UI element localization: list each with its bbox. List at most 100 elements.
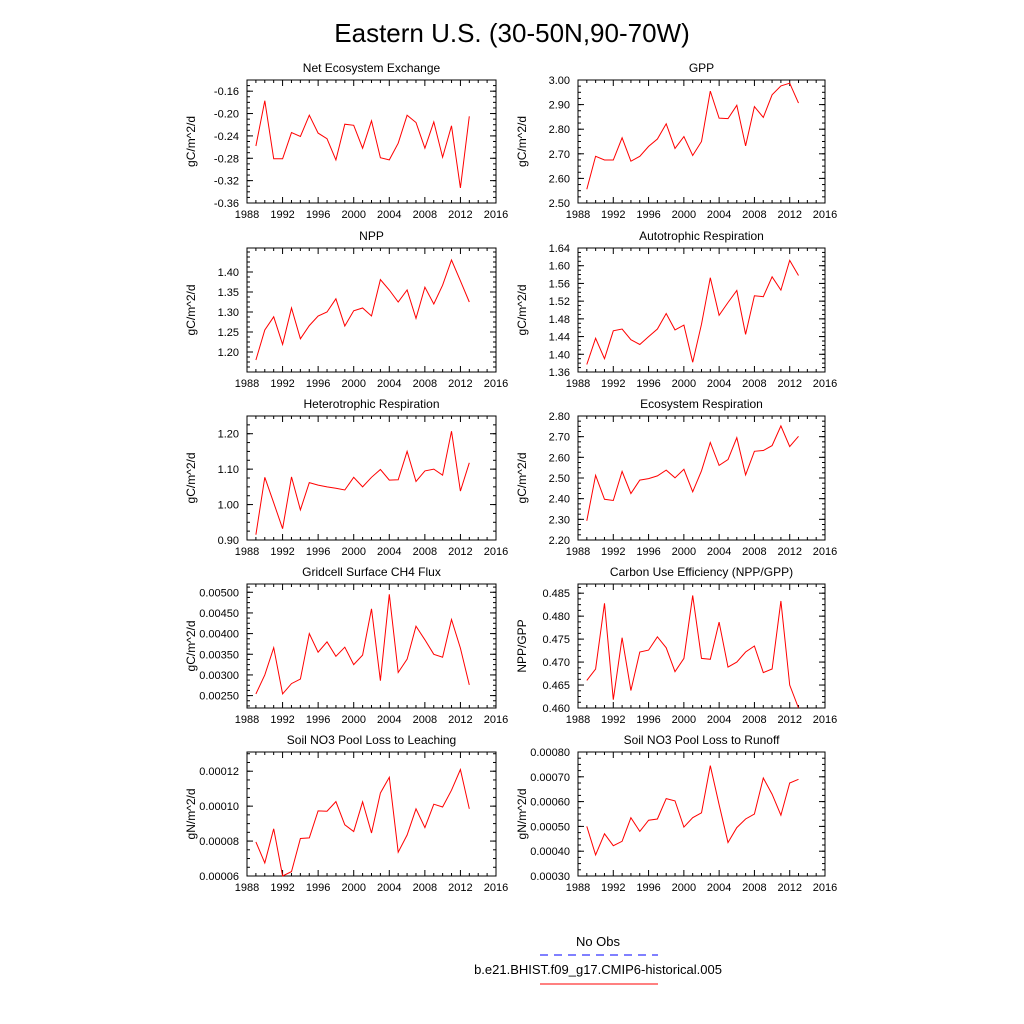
- x-tick-label: 1992: [270, 378, 294, 390]
- y-tick-label: 2.80: [549, 124, 570, 136]
- x-tick-label: 1988: [235, 714, 259, 726]
- x-tick-label: 2004: [377, 546, 401, 558]
- x-tick-label: 1988: [566, 882, 590, 894]
- x-tick-label: 2004: [707, 378, 731, 390]
- chart-panel: Ecosystem Respiration 1988 1992 1996 2000 200…: [515, 397, 837, 558]
- y-tick-label: 1.40: [549, 349, 570, 361]
- plot-frame: [246, 247, 497, 373]
- panel-title: GPP: [689, 61, 714, 75]
- series-line: [586, 259, 799, 365]
- x-tick-label: 2016: [484, 546, 508, 558]
- series-line: [255, 767, 470, 877]
- y-tick-label: 1.00: [218, 500, 239, 512]
- x-tick-label: 2008: [413, 714, 437, 726]
- x-tick-label: 2000: [672, 714, 696, 726]
- y-tick-label: 1.56: [549, 278, 570, 290]
- x-tick-label: 2012: [448, 714, 472, 726]
- x-tick-label: 2004: [377, 714, 401, 726]
- plot-frame: [246, 583, 497, 709]
- y-tick-label: 2.50: [549, 473, 570, 485]
- x-tick-label: 2016: [813, 882, 837, 894]
- y-tick-label: 0.00080: [530, 747, 570, 759]
- y-tick-label: 1.64: [549, 243, 570, 255]
- y-tick-label: 0.465: [542, 680, 570, 692]
- x-tick-label: 2016: [484, 378, 508, 390]
- x-tick-label: 1988: [566, 209, 590, 221]
- x-tick-label: 1992: [270, 714, 294, 726]
- y-tick-label: 0.00060: [530, 797, 570, 809]
- y-tick-label: 1.40: [218, 267, 239, 279]
- x-tick-label: 1996: [306, 882, 330, 894]
- y-tick-label: 2.30: [549, 514, 570, 526]
- x-tick-label: 2008: [742, 882, 766, 894]
- x-tick-label: 2000: [341, 714, 365, 726]
- x-tick-label: 2012: [448, 546, 472, 558]
- y-tick-label: 1.10: [218, 464, 239, 476]
- x-tick-label: 2000: [341, 209, 365, 221]
- x-tick-label: 1996: [306, 714, 330, 726]
- y-tick-label: -0.20: [214, 109, 239, 121]
- x-tick-label: 1996: [636, 882, 660, 894]
- x-tick-label: 2016: [484, 714, 508, 726]
- y-tick-label: 0.00040: [530, 846, 570, 858]
- y-tick-label: 1.44: [549, 332, 570, 344]
- x-tick-label: 2008: [742, 714, 766, 726]
- y-tick-label: -0.16: [214, 86, 239, 98]
- x-tick-label: 2016: [484, 209, 508, 221]
- series-line: [255, 594, 470, 696]
- y-axis-label: gN/m^2/d: [184, 789, 198, 840]
- panel-title: NPP: [359, 229, 384, 243]
- series-line: [586, 595, 799, 709]
- chart-panels: Net Ecosystem Exchange 1988 1992 1996 2000 20…: [184, 61, 837, 894]
- y-tick-label: 0.470: [542, 657, 570, 669]
- x-tick-label: 2000: [672, 209, 696, 221]
- y-tick-label: -0.28: [214, 153, 239, 165]
- y-tick-label: 0.00050: [530, 821, 570, 833]
- y-tick-label: 0.460: [542, 703, 570, 715]
- x-tick-label: 1992: [270, 882, 294, 894]
- series-line: [586, 424, 799, 521]
- x-tick-label: 2012: [777, 882, 801, 894]
- panel-title: Ecosystem Respiration: [640, 397, 763, 411]
- chart-panel: Soil NO3 Pool Loss to Runoff 1988 1992 1996…: [515, 733, 837, 894]
- x-tick-label: 2008: [413, 882, 437, 894]
- x-tick-label: 2012: [777, 209, 801, 221]
- x-tick-label: 1988: [235, 209, 259, 221]
- y-axis-label: gN/m^2/d: [515, 789, 529, 840]
- y-tick-label: 0.480: [542, 611, 570, 623]
- panel-title: Heterotrophic Respiration: [303, 397, 439, 411]
- y-tick-label: 0.00012: [199, 766, 239, 778]
- y-tick-label: 0.00250: [199, 691, 239, 703]
- x-tick-label: 2012: [448, 378, 472, 390]
- y-tick-label: 1.25: [218, 327, 239, 339]
- x-tick-label: 1996: [306, 209, 330, 221]
- y-tick-label: 2.60: [549, 452, 570, 464]
- x-tick-label: 1996: [636, 378, 660, 390]
- x-tick-label: 2004: [707, 714, 731, 726]
- x-tick-label: 1992: [270, 546, 294, 558]
- series-line: [255, 431, 470, 535]
- plot-frame: [246, 751, 497, 877]
- y-tick-label: 0.00500: [199, 587, 239, 599]
- chart-panel: NPP 1988 1992 1996 2000 2004 2008 2012 2016 1.40 1…: [184, 229, 508, 390]
- x-tick-label: 1988: [235, 546, 259, 558]
- x-tick-label: 2000: [672, 882, 696, 894]
- legend: No Obs b.e21.BHIST.f09_g17.CMIP6-histori…: [474, 934, 722, 985]
- plot-frame: [577, 415, 826, 541]
- x-tick-label: 2000: [341, 378, 365, 390]
- panel-title: Autotrophic Respiration: [639, 229, 764, 243]
- x-tick-label: 1992: [601, 209, 625, 221]
- x-tick-label: 1988: [235, 882, 259, 894]
- y-axis-label: gC/m^2/d: [515, 453, 529, 504]
- y-tick-label: 2.60: [549, 173, 570, 185]
- y-tick-label: 0.00400: [199, 629, 239, 641]
- chart-panel: Gridcell Surface CH4 Flux 1988 1992 1996 200…: [184, 565, 508, 726]
- y-tick-label: 0.90: [218, 535, 239, 547]
- plot-frame: [246, 79, 497, 204]
- y-tick-label: 2.20: [549, 535, 570, 547]
- y-tick-label: 1.20: [218, 429, 239, 441]
- x-tick-label: 2012: [777, 714, 801, 726]
- y-tick-label: 1.30: [218, 307, 239, 319]
- x-tick-label: 2016: [813, 714, 837, 726]
